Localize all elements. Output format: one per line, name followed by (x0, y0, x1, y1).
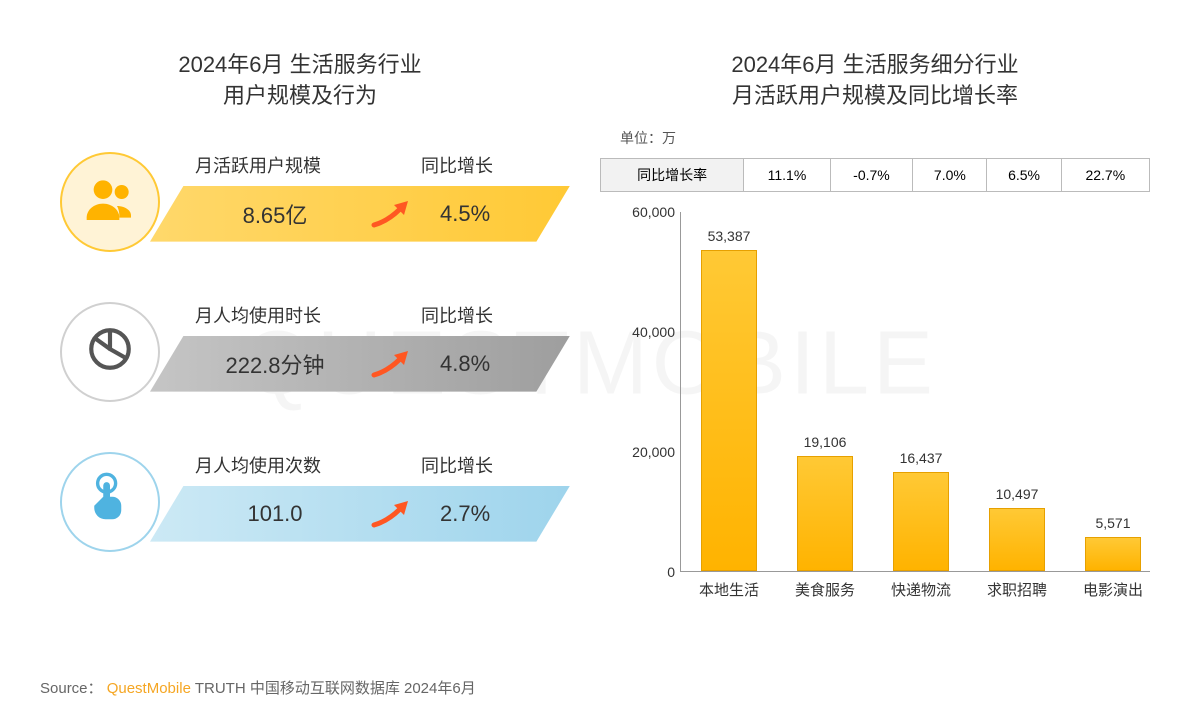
growth-rate-row: 同比增长率 11.1%-0.7%7.0%6.5%22.7% (601, 158, 1150, 191)
bar-wrap: 10,497 求职招聘 (989, 508, 1045, 571)
kpi-metric-label: 月人均使用时长 (195, 302, 321, 328)
right-title-line2: 月活跃用户规模及同比增长率 (600, 81, 1150, 112)
y-axis-tick: 40,000 (620, 324, 675, 340)
kpi-growth-label: 同比增长 (421, 452, 493, 478)
kpi-block: 月人均使用次数 同比增长 101.0 2.7% (30, 442, 570, 562)
bar-category-label: 电影演出 (1063, 579, 1163, 600)
growth-rate-cell: 6.5% (987, 158, 1061, 191)
growth-rate-header: 同比增长率 (601, 158, 744, 191)
chart-plot-area: 53,387 本地生活 19,106 美食服务 16,437 快递物流 10,4… (680, 212, 1150, 572)
growth-rate-cell: 11.1% (744, 158, 830, 191)
source-prefix: Source： (40, 680, 103, 697)
kpi-block: 月人均使用时长 同比增长 222.8分钟 4.8% (30, 292, 570, 412)
kpi-growth-label: 同比增长 (421, 152, 493, 178)
users-icon (82, 171, 138, 232)
source-attribution: Source： QuestMobile TRUTH 中国移动互联网数据库 202… (40, 677, 476, 698)
bar-value-label: 10,497 (989, 486, 1045, 502)
bar-category-label: 美食服务 (775, 579, 875, 600)
growth-rate-table: 同比增长率 11.1%-0.7%7.0%6.5%22.7% (600, 158, 1150, 192)
arrow-up-icon (370, 199, 420, 229)
kpi-growth-label: 同比增长 (421, 302, 493, 328)
y-axis-tick: 20,000 (620, 444, 675, 460)
pie-icon (85, 324, 135, 379)
bar-wrap: 19,106 美食服务 (797, 456, 853, 571)
bar-chart: 53,387 本地生活 19,106 美食服务 16,437 快递物流 10,4… (620, 212, 1150, 612)
kpi-value: 8.65亿 (200, 198, 350, 230)
bar (989, 508, 1045, 571)
y-axis-tick: 0 (620, 564, 675, 580)
left-title-line1: 2024年6月 生活服务行业 (30, 50, 570, 81)
bar-category-label: 快递物流 (871, 579, 971, 600)
bar-value-label: 19,106 (797, 434, 853, 450)
bar-wrap: 5,571 电影演出 (1085, 537, 1141, 570)
left-panel: 2024年6月 生活服务行业 用户规模及行为 月活跃用户规模 同比增长 8.65… (30, 50, 570, 620)
bar (797, 456, 853, 571)
arrow-up-icon (370, 349, 420, 379)
kpi-growth-pct: 4.5% (440, 201, 490, 227)
kpi-banner: 222.8分钟 4.8% (150, 336, 570, 392)
arrow-up-icon (370, 499, 420, 529)
bar-category-label: 本地生活 (679, 579, 779, 600)
growth-rate-cell: 22.7% (1061, 158, 1149, 191)
unit-label: 单位：万 (620, 128, 1150, 148)
bar (893, 472, 949, 571)
source-suffix: TRUTH 中国移动互联网数据库 2024年6月 (195, 680, 476, 697)
left-title: 2024年6月 生活服务行业 用户规模及行为 (30, 50, 570, 112)
bar (701, 250, 757, 570)
kpi-icon-circle (60, 152, 160, 252)
bar-value-label: 16,437 (893, 450, 949, 466)
main-container: 2024年6月 生活服务行业 用户规模及行为 月活跃用户规模 同比增长 8.65… (0, 0, 1180, 640)
bar-value-label: 53,387 (701, 228, 757, 244)
bar-value-label: 5,571 (1085, 515, 1141, 531)
kpi-value: 101.0 (200, 501, 350, 527)
right-panel: 2024年6月 生活服务细分行业 月活跃用户规模及同比增长率 单位：万 同比增长… (600, 50, 1150, 620)
kpi-banner: 101.0 2.7% (150, 486, 570, 542)
kpi-label-row: 月人均使用次数 同比增长 (195, 452, 493, 478)
kpi-banner: 8.65亿 4.5% (150, 186, 570, 242)
kpi-label-row: 月人均使用时长 同比增长 (195, 302, 493, 328)
right-title: 2024年6月 生活服务细分行业 月活跃用户规模及同比增长率 (600, 50, 1150, 112)
bar (1085, 537, 1141, 570)
right-title-line1: 2024年6月 生活服务细分行业 (600, 50, 1150, 81)
bar-category-label: 求职招聘 (967, 579, 1067, 600)
left-title-line2: 用户规模及行为 (30, 81, 570, 112)
touch-icon (83, 472, 137, 531)
kpi-metric-label: 月活跃用户规模 (195, 152, 321, 178)
bar-wrap: 53,387 本地生活 (701, 250, 757, 570)
kpi-metric-label: 月人均使用次数 (195, 452, 321, 478)
growth-rate-cell: -0.7% (830, 158, 913, 191)
growth-rate-cell: 7.0% (913, 158, 987, 191)
bar-wrap: 16,437 快递物流 (893, 472, 949, 571)
kpi-icon-circle (60, 302, 160, 402)
y-axis-tick: 60,000 (620, 204, 675, 220)
kpi-icon-circle (60, 452, 160, 552)
source-brand: QuestMobile (107, 680, 191, 697)
kpi-growth-pct: 2.7% (440, 501, 490, 527)
kpi-block: 月活跃用户规模 同比增长 8.65亿 4.5% (30, 142, 570, 262)
kpi-label-row: 月活跃用户规模 同比增长 (195, 152, 493, 178)
kpi-value: 222.8分钟 (200, 348, 350, 380)
kpi-list: 月活跃用户规模 同比增长 8.65亿 4.5% 月人均使用时长 同比增长 222… (30, 142, 570, 562)
kpi-growth-pct: 4.8% (440, 351, 490, 377)
